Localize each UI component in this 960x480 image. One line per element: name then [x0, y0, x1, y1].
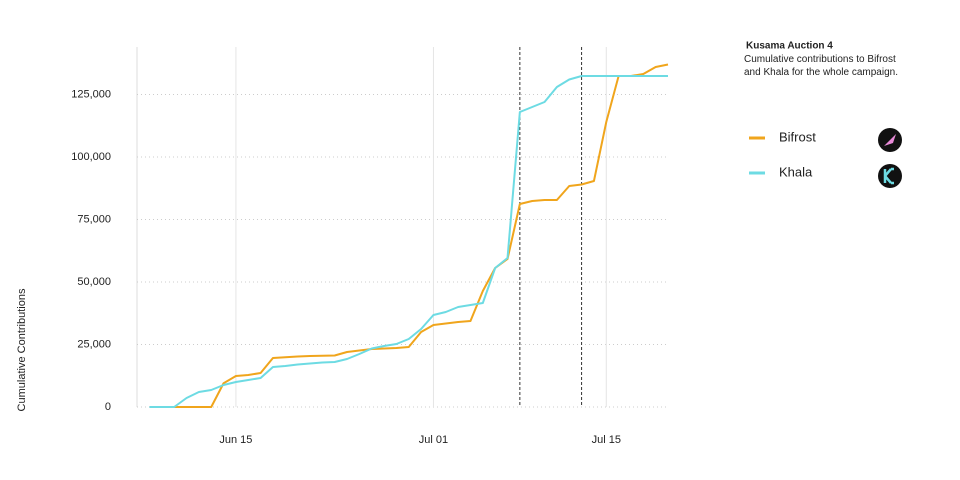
- khala-icon: [878, 164, 902, 188]
- khala-icon-mark: [883, 167, 894, 185]
- x-tick-label: Jul 15: [592, 434, 621, 446]
- legend-label: Khala: [779, 164, 813, 179]
- x-tick-label: Jul 01: [419, 434, 448, 446]
- series-line: [149, 63, 669, 408]
- chart-subtitle: Cumulative contributions to Bifrost and …: [744, 54, 898, 78]
- series-line: [149, 75, 668, 408]
- y-tick-label: 100,000: [71, 151, 111, 163]
- legend-label: Bifrost: [779, 129, 816, 144]
- subtitle-box: Cumulative contributions to Bifrost and …: [744, 54, 898, 78]
- y-tick-label: 0: [105, 401, 111, 413]
- x-tick-label: Jun 15: [219, 434, 252, 446]
- y-tick-label: 25,000: [77, 338, 111, 350]
- bifrost-icon-mark: [884, 134, 896, 146]
- y-tick-label: 75,000: [77, 213, 111, 225]
- y-tick-label: 125,000: [71, 88, 111, 100]
- y-axis-label: Cumulative Contributions: [16, 288, 28, 411]
- chart-title: Kusama Auction 4: [746, 41, 833, 52]
- y-tick-label: 50,000: [77, 276, 111, 288]
